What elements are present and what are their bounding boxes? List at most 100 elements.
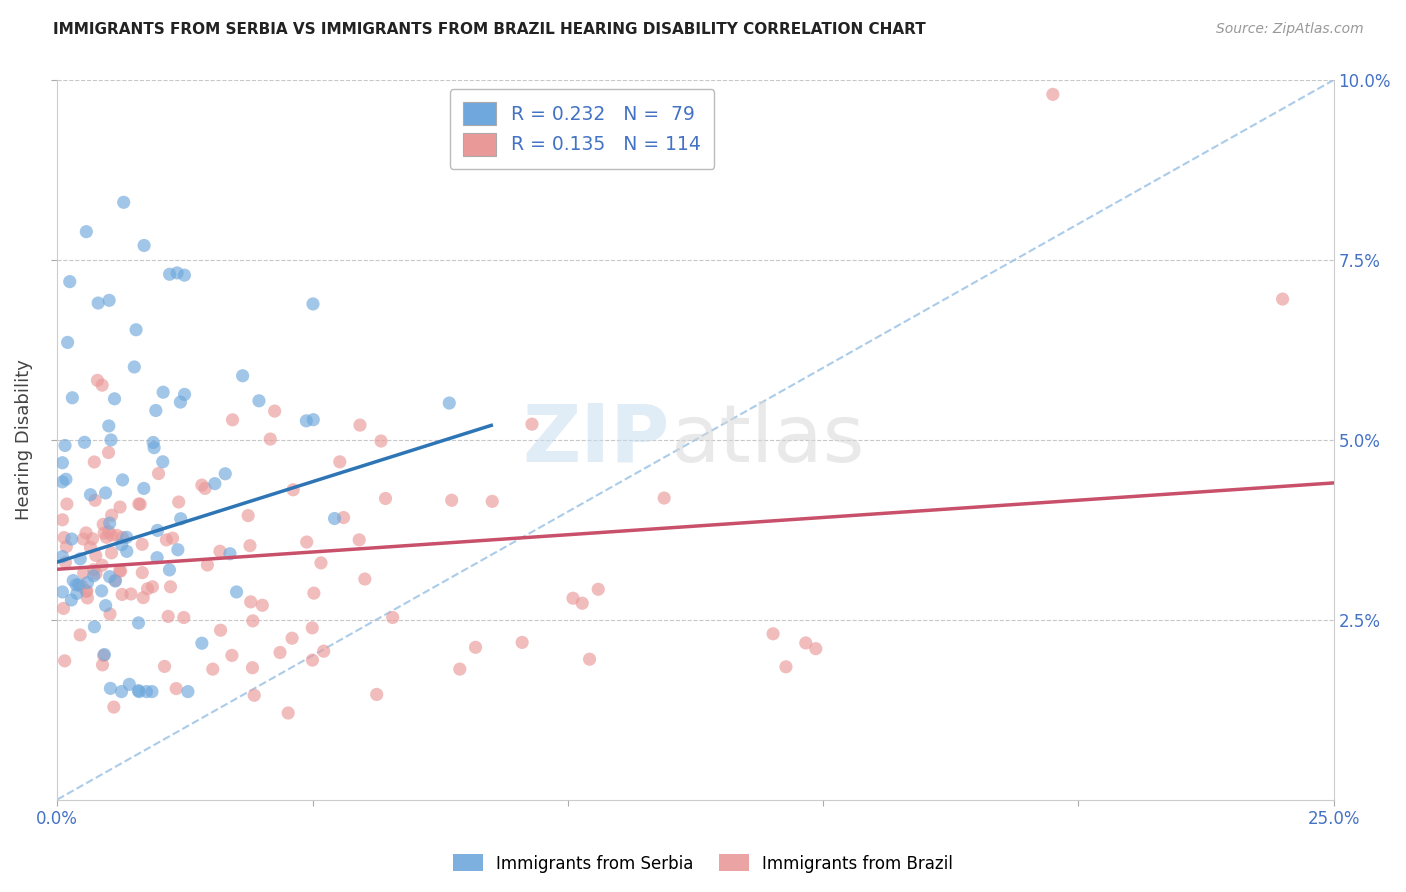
Point (69, 628, 91, 642)
Point (128, 684, 150, 698)
Point (82, 532, 104, 546)
Point (91, 378, 114, 392)
Point (104, 574, 127, 588)
Point (141, 684, 163, 698)
Point (166, 542, 188, 557)
Point (762, 627, 785, 641)
Point (159, 563, 181, 577)
Point (96, 530, 118, 544)
Point (225, 585, 247, 599)
Point (93, 526, 115, 541)
Point (302, 586, 325, 600)
Point (83, 569, 105, 583)
Point (295, 414, 318, 428)
Point (323, 511, 346, 525)
Point (449, 662, 471, 676)
Point (269, 645, 291, 659)
Point (65, 578, 87, 592)
Point (55, 540, 77, 554)
Point (242, 661, 264, 675)
Point (259, 432, 281, 446)
Point (83, 563, 105, 577)
Point (100, 681, 122, 696)
Point (62, 574, 84, 588)
Point (132, 591, 155, 605)
Point (440, 493, 463, 508)
Point (209, 624, 232, 638)
Point (252, 599, 274, 613)
Point (332, 510, 354, 524)
Point (97, 445, 120, 459)
Point (112, 195, 135, 210)
Point (56, 497, 79, 511)
Point (91, 657, 114, 672)
Point (353, 572, 375, 586)
Point (129, 497, 152, 511)
Point (53, 438, 76, 452)
Point (136, 582, 159, 596)
Point (132, 238, 155, 252)
Point (794, 636, 817, 650)
Point (153, 659, 176, 673)
Point (93, 648, 115, 662)
Point (79, 488, 101, 502)
Point (366, 688, 388, 702)
Point (60, 532, 83, 546)
Point (247, 393, 270, 408)
Point (75, 584, 97, 599)
Point (214, 467, 236, 481)
Point (87, 296, 110, 310)
Point (103, 700, 125, 714)
Point (100, 528, 122, 542)
Point (167, 495, 190, 509)
Point (142, 435, 165, 450)
Point (51, 475, 73, 489)
Point (578, 652, 600, 666)
Point (571, 596, 593, 610)
Point (76, 584, 98, 599)
Point (73, 435, 96, 450)
Point (165, 681, 187, 696)
Point (104, 574, 127, 588)
Point (100, 546, 122, 560)
Point (173, 610, 195, 624)
Point (464, 640, 486, 655)
Point (586, 582, 609, 597)
Point (301, 653, 323, 667)
Point (804, 641, 827, 656)
Point (98, 607, 121, 621)
Point (159, 580, 181, 594)
Point (94, 486, 117, 500)
Point (157, 609, 180, 624)
Point (173, 268, 195, 282)
Point (775, 660, 797, 674)
Point (98, 293, 121, 308)
Point (91, 517, 114, 532)
Point (152, 455, 174, 469)
Point (309, 556, 332, 570)
Point (94, 599, 117, 613)
Point (83, 455, 105, 469)
Point (201, 662, 224, 676)
Point (97, 524, 120, 539)
Point (111, 473, 134, 487)
Point (51, 513, 73, 527)
Point (277, 706, 299, 720)
Point (159, 267, 181, 281)
Point (173, 387, 195, 401)
Point (238, 508, 260, 523)
Point (56, 335, 79, 350)
Point (115, 530, 138, 544)
Point (84, 566, 107, 581)
Point (131, 566, 153, 580)
Point (52, 601, 75, 615)
Point (510, 635, 533, 649)
Point (349, 418, 371, 433)
Point (90, 583, 112, 598)
Legend: R = 0.232   N =  79, R = 0.135   N = 114: R = 0.232 N = 79, R = 0.135 N = 114 (450, 89, 714, 169)
Point (169, 395, 191, 409)
Point (1042, 87, 1064, 102)
Point (191, 478, 214, 492)
Point (59, 275, 82, 289)
Point (111, 538, 134, 552)
